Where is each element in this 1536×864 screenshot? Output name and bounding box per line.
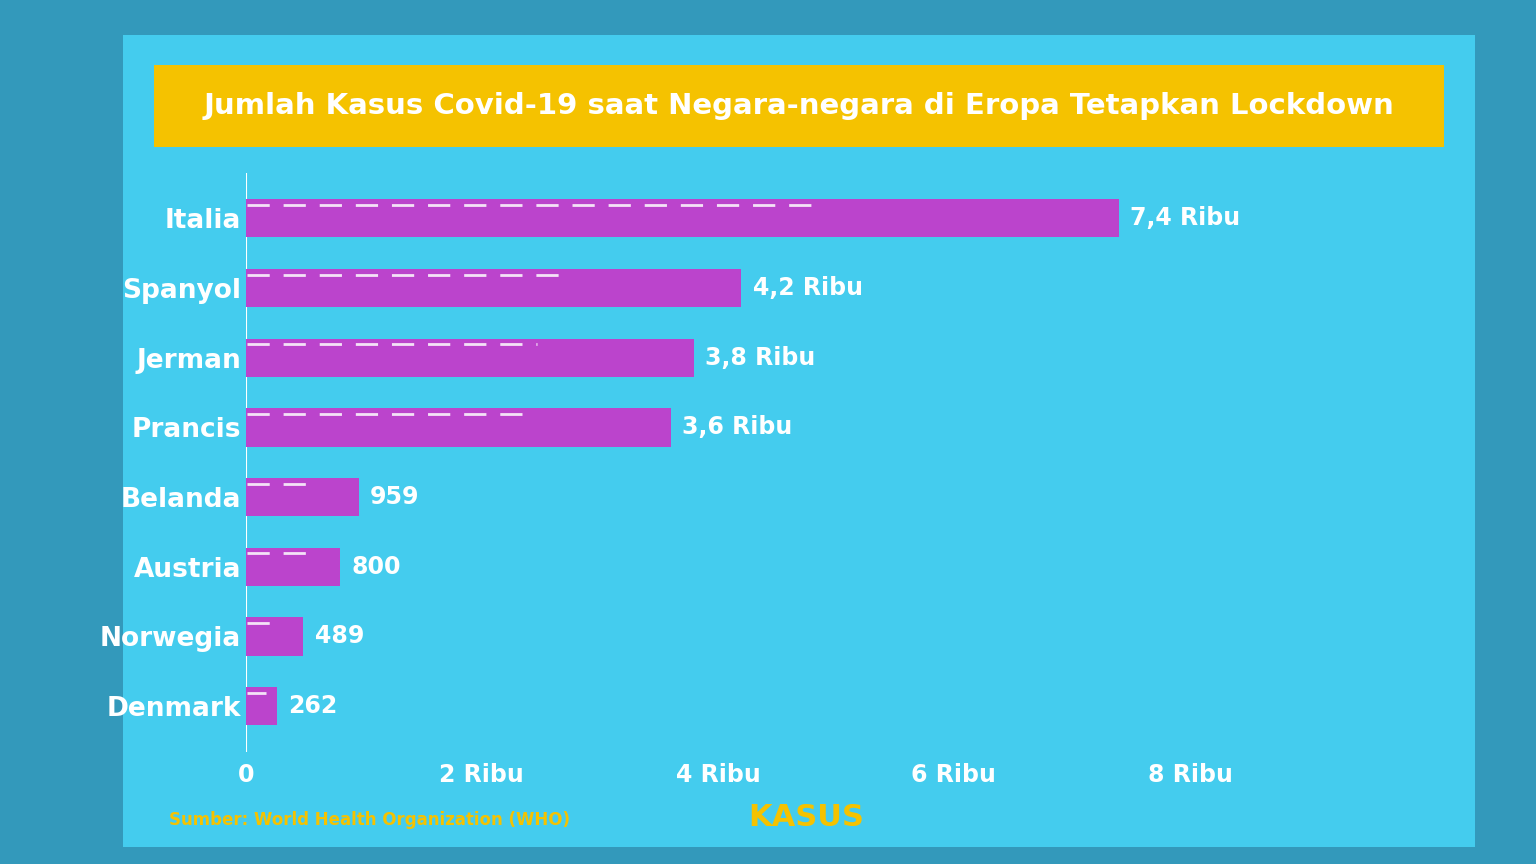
Bar bbox=[246, 548, 339, 586]
Text: Sumber: World Health Organization (WHO): Sumber: World Health Organization (WHO) bbox=[169, 811, 570, 829]
Text: 800: 800 bbox=[352, 555, 401, 579]
Text: Jumlah Kasus Covid-19 saat Negara-negara di Eropa Tetapkan Lockdown: Jumlah Kasus Covid-19 saat Negara-negara… bbox=[203, 92, 1395, 120]
Bar bbox=[246, 269, 742, 307]
Text: 262: 262 bbox=[287, 694, 336, 718]
Bar bbox=[246, 339, 694, 377]
Text: 3,8 Ribu: 3,8 Ribu bbox=[705, 346, 816, 370]
Text: 959: 959 bbox=[370, 485, 419, 509]
Bar bbox=[246, 687, 276, 726]
Text: 4,2 Ribu: 4,2 Ribu bbox=[753, 276, 863, 300]
FancyBboxPatch shape bbox=[95, 18, 1502, 863]
Text: 3,6 Ribu: 3,6 Ribu bbox=[682, 416, 793, 440]
Bar bbox=[246, 478, 359, 517]
Text: 489: 489 bbox=[315, 625, 364, 649]
Bar bbox=[246, 199, 1120, 238]
Text: 7,4 Ribu: 7,4 Ribu bbox=[1130, 206, 1241, 231]
FancyBboxPatch shape bbox=[101, 61, 1496, 150]
Bar bbox=[246, 408, 671, 447]
Bar bbox=[246, 618, 304, 656]
X-axis label: KASUS: KASUS bbox=[748, 804, 865, 832]
